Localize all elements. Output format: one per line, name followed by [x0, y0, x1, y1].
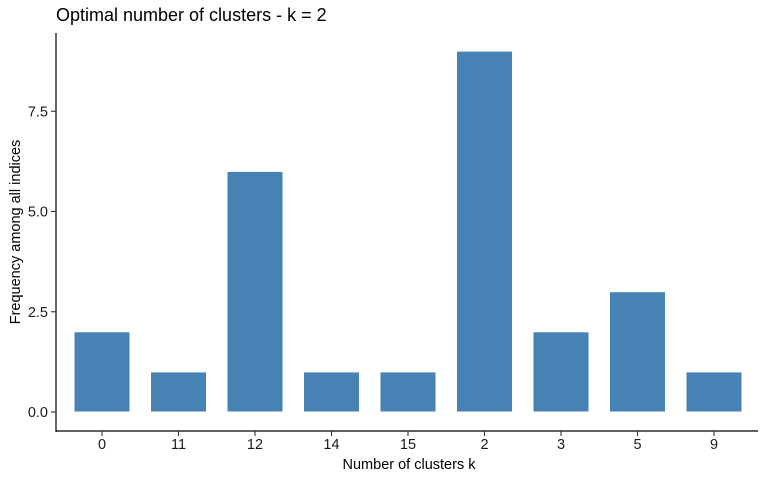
bar-9	[685, 371, 743, 413]
bar-11	[150, 371, 207, 413]
x-tick-label-15: 15	[400, 437, 416, 453]
x-axis: 0 11 12 14 15 2 3 5 9	[56, 430, 758, 453]
x-axis-title: Number of clusters k	[343, 457, 477, 473]
x-tick-label-14: 14	[323, 437, 339, 453]
bars-group	[73, 50, 743, 413]
x-tick-label-11: 11	[171, 437, 186, 453]
x-tick-label-3: 3	[557, 437, 565, 453]
x-tick-label-5: 5	[633, 437, 641, 453]
x-tick-label-2: 2	[480, 437, 488, 453]
bar-12	[226, 170, 284, 413]
bar-5	[609, 291, 666, 413]
y-tick-label-5.0: 5.0	[28, 205, 48, 221]
y-tick-label-0.0: 0.0	[28, 405, 48, 421]
y-axis: 0.0 2.5 5.0 7.5	[28, 33, 57, 432]
bar-3	[532, 331, 590, 413]
x-tick-label-0: 0	[98, 437, 106, 453]
bar-15	[379, 371, 437, 413]
bar-0	[73, 331, 131, 413]
bar-2	[456, 50, 513, 413]
chart-title: Optimal number of clusters - k = 2	[56, 5, 327, 25]
y-axis-title: Frequency among all indices	[8, 140, 24, 325]
y-tick-label-2.5: 2.5	[28, 305, 48, 321]
bar-14	[303, 371, 360, 413]
x-tick-label-12: 12	[247, 437, 263, 453]
y-tick-label-7.5: 7.5	[28, 104, 48, 120]
x-tick-label-9: 9	[710, 437, 718, 453]
